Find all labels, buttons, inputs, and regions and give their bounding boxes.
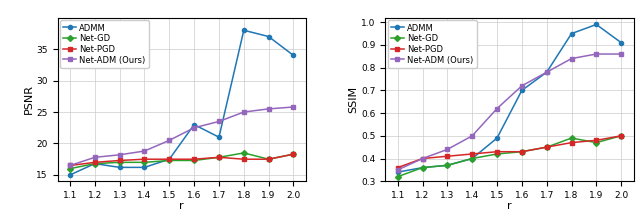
ADMM <box>116 166 124 169</box>
Net-ADM (Ours) <box>166 139 173 142</box>
Legend: ADMM, Net-GD, Net-PGD, Net-ADM (Ours): ADMM, Net-GD, Net-PGD, Net-ADM (Ours) <box>60 20 149 68</box>
Net-PGD <box>290 153 298 156</box>
ADMM <box>190 123 198 126</box>
Net-PGD <box>543 146 550 149</box>
X-axis label: r: r <box>179 201 184 211</box>
Net-ADM (Ours) <box>240 111 248 113</box>
Net-PGD <box>468 153 476 155</box>
ADMM <box>141 166 148 169</box>
Net-ADM (Ours) <box>265 108 273 110</box>
Net-PGD <box>518 150 525 153</box>
Net-PGD <box>265 158 273 160</box>
ADMM <box>66 174 74 176</box>
Net-GD <box>166 159 173 162</box>
ADMM <box>290 54 298 57</box>
Net-ADM (Ours) <box>419 157 426 160</box>
Net-GD <box>91 162 99 165</box>
Net-PGD <box>240 158 248 160</box>
Net-ADM (Ours) <box>468 134 476 137</box>
Net-GD <box>568 137 575 139</box>
Line: Net-GD: Net-GD <box>68 151 296 171</box>
Net-PGD <box>593 139 600 142</box>
Net-ADM (Ours) <box>444 148 451 151</box>
Line: Net-ADM (Ours): Net-ADM (Ours) <box>68 105 296 168</box>
Net-ADM (Ours) <box>290 106 298 108</box>
ADMM <box>419 166 426 169</box>
Net-ADM (Ours) <box>394 169 401 171</box>
Net-PGD <box>91 161 99 164</box>
ADMM <box>215 136 223 139</box>
Net-GD <box>215 156 223 159</box>
ADMM <box>543 71 550 74</box>
Net-GD <box>66 167 74 170</box>
Net-GD <box>593 141 600 144</box>
Line: Net-ADM (Ours): Net-ADM (Ours) <box>396 52 623 172</box>
Net-ADM (Ours) <box>518 84 525 87</box>
Net-ADM (Ours) <box>215 120 223 123</box>
Net-PGD <box>568 141 575 144</box>
Net-PGD <box>66 164 74 167</box>
Net-PGD <box>394 166 401 169</box>
ADMM <box>444 164 451 167</box>
ADMM <box>468 157 476 160</box>
Net-PGD <box>493 150 501 153</box>
Net-PGD <box>116 159 124 162</box>
Net-GD <box>265 158 273 160</box>
Net-PGD <box>190 158 198 160</box>
Net-ADM (Ours) <box>66 164 74 167</box>
X-axis label: r: r <box>507 201 512 211</box>
Net-GD <box>394 175 401 178</box>
Line: ADMM: ADMM <box>396 22 623 174</box>
ADMM <box>493 137 501 139</box>
Net-GD <box>419 166 426 169</box>
ADMM <box>394 171 401 173</box>
Net-GD <box>543 146 550 149</box>
Net-GD <box>493 153 501 155</box>
Net-PGD <box>215 156 223 159</box>
Line: Net-GD: Net-GD <box>396 134 623 179</box>
Net-PGD <box>141 158 148 160</box>
Net-GD <box>240 152 248 154</box>
Net-GD <box>618 134 625 137</box>
Net-GD <box>190 159 198 162</box>
Net-GD <box>468 157 476 160</box>
Net-PGD <box>419 157 426 160</box>
ADMM <box>518 89 525 92</box>
Net-ADM (Ours) <box>190 126 198 129</box>
Net-ADM (Ours) <box>493 107 501 110</box>
ADMM <box>568 32 575 35</box>
Net-ADM (Ours) <box>543 71 550 74</box>
Net-ADM (Ours) <box>91 156 99 159</box>
Net-GD <box>444 164 451 167</box>
Net-ADM (Ours) <box>141 150 148 152</box>
Line: ADMM: ADMM <box>68 28 296 177</box>
ADMM <box>618 41 625 44</box>
Line: Net-PGD: Net-PGD <box>396 134 623 170</box>
ADMM <box>240 29 248 32</box>
Net-ADM (Ours) <box>116 153 124 156</box>
Net-GD <box>116 161 124 164</box>
Net-PGD <box>444 155 451 158</box>
ADMM <box>265 35 273 38</box>
Net-GD <box>141 161 148 164</box>
ADMM <box>91 162 99 165</box>
Y-axis label: SSIM: SSIM <box>348 86 358 113</box>
Net-PGD <box>618 134 625 137</box>
Net-GD <box>518 150 525 153</box>
Net-ADM (Ours) <box>593 53 600 55</box>
Legend: ADMM, Net-GD, Net-PGD, Net-ADM (Ours): ADMM, Net-GD, Net-PGD, Net-ADM (Ours) <box>388 20 477 68</box>
Net-GD <box>290 153 298 156</box>
ADMM <box>166 158 173 160</box>
Net-ADM (Ours) <box>618 53 625 55</box>
Line: Net-PGD: Net-PGD <box>68 152 296 168</box>
Net-PGD <box>166 158 173 160</box>
Net-ADM (Ours) <box>568 57 575 60</box>
Y-axis label: PSNR: PSNR <box>24 84 33 114</box>
ADMM <box>593 23 600 26</box>
